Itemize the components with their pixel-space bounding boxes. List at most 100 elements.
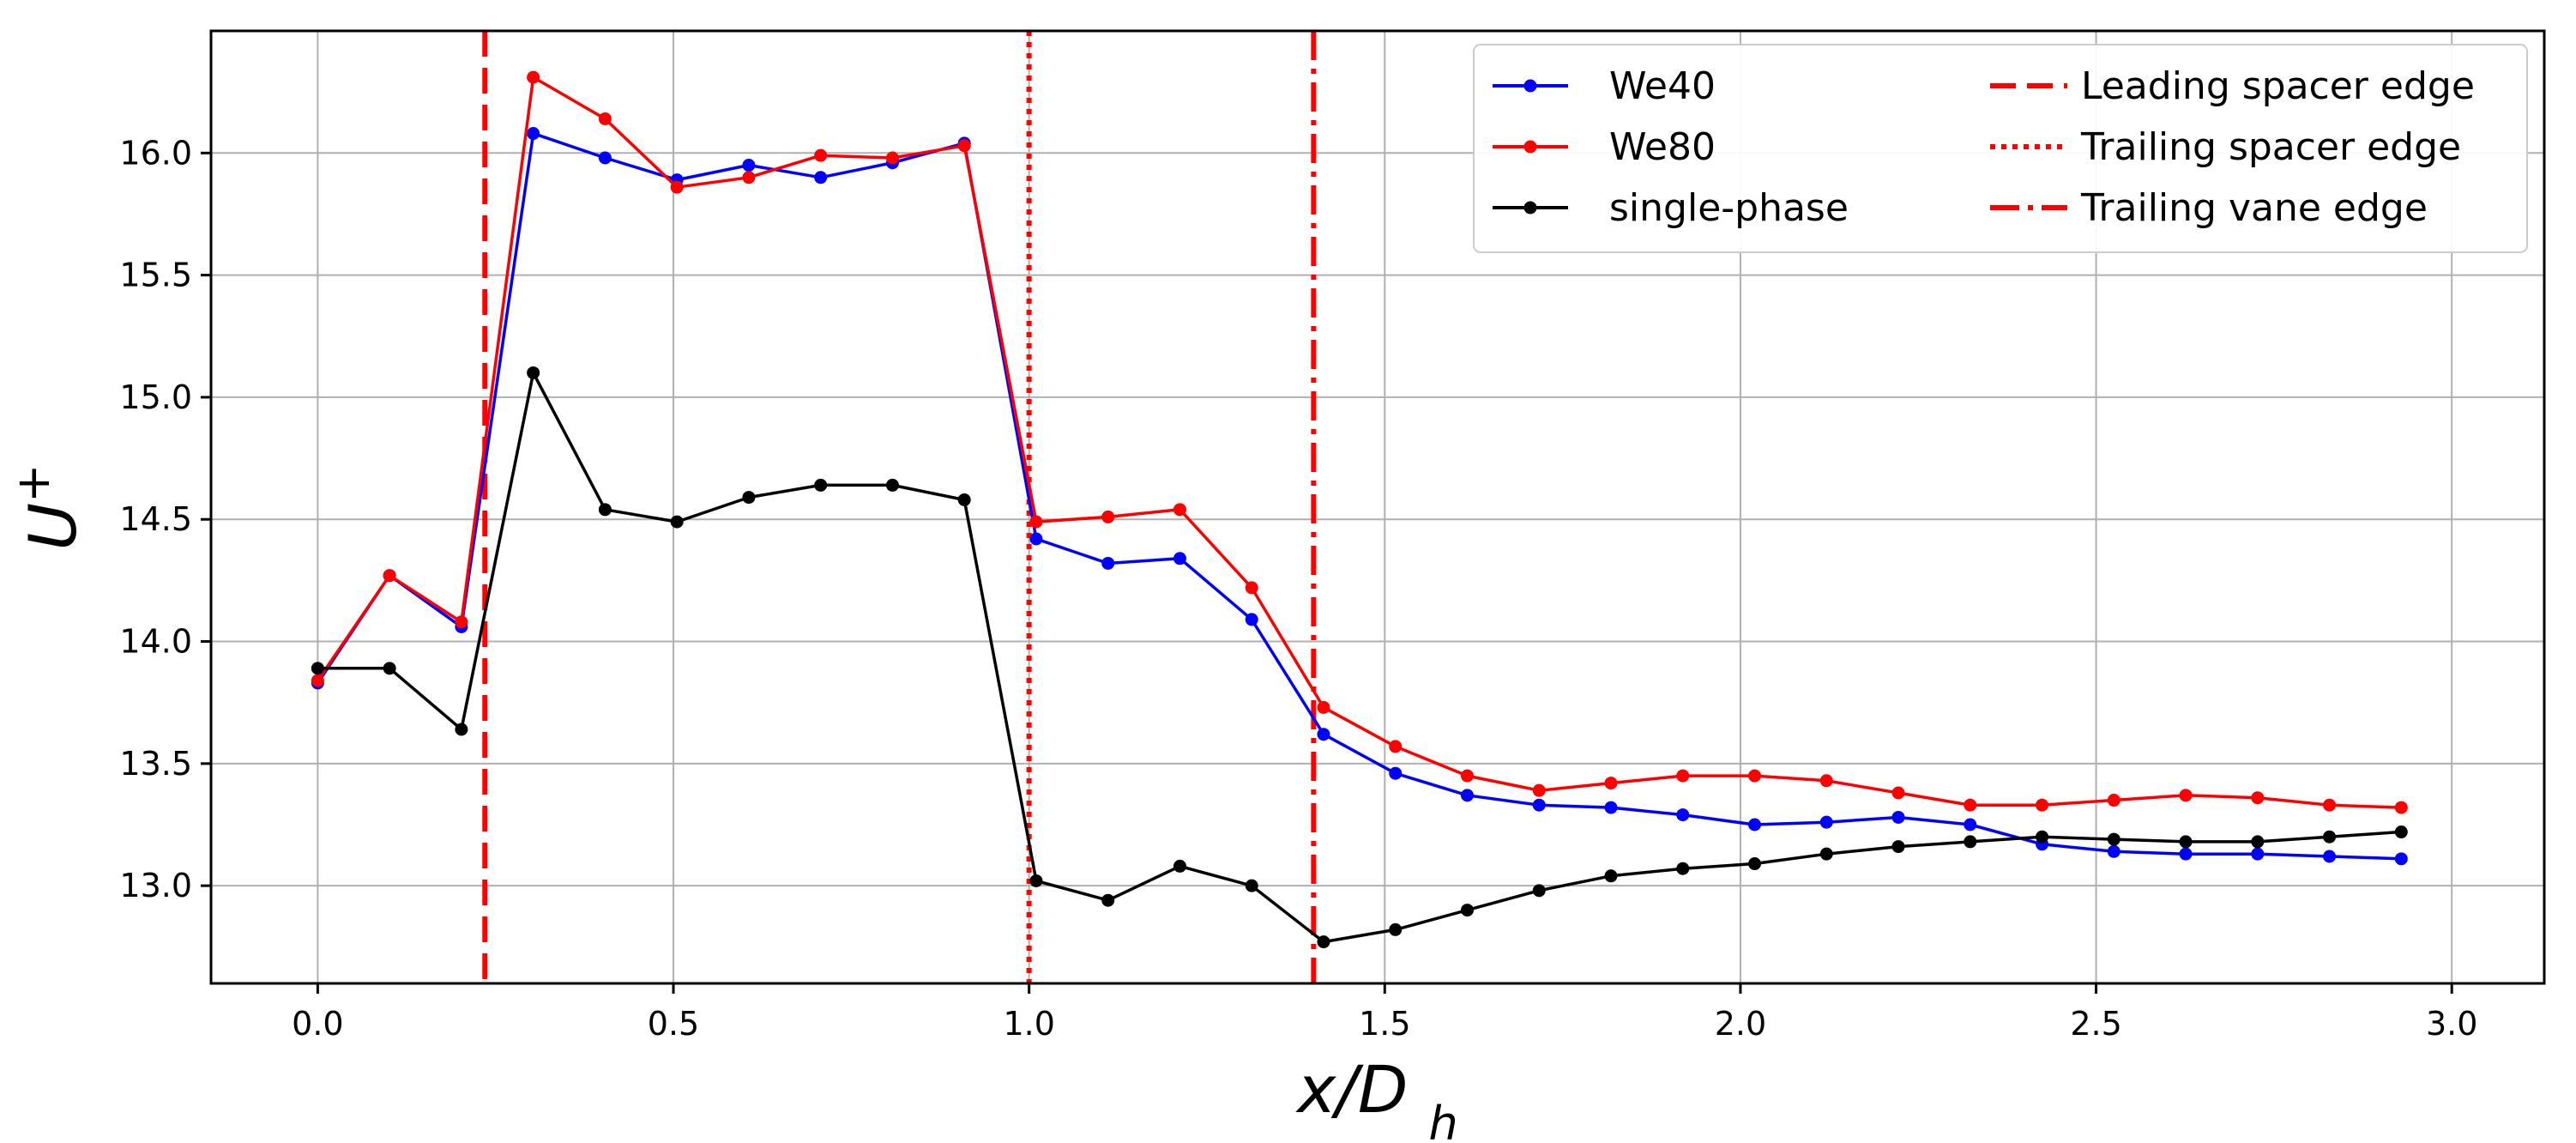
data-point-we80 bbox=[2179, 789, 2193, 802]
data-point-we40 bbox=[1819, 815, 1833, 829]
y-axis-title: U+ bbox=[6, 464, 92, 551]
x-tick-label: 3.0 bbox=[2426, 1005, 2477, 1043]
series-layer bbox=[311, 70, 2408, 949]
data-point-single-phase bbox=[598, 503, 612, 517]
data-point-we40 bbox=[1532, 798, 1546, 812]
data-point-single-phase bbox=[1460, 904, 1474, 917]
legend: We40 We80 single-phase Leading spacer edge T… bbox=[1473, 44, 2528, 253]
legend-entry-trailing-vane-edge: Trailing vane edge bbox=[1990, 186, 2428, 230]
y-tick-label: 13.0 bbox=[119, 867, 192, 904]
data-point-we80 bbox=[2323, 798, 2337, 812]
data-point-single-phase bbox=[957, 493, 971, 506]
data-point-we40 bbox=[1460, 789, 1474, 802]
data-point-we40 bbox=[2107, 844, 2121, 858]
data-point-we40 bbox=[1748, 818, 1762, 832]
data-point-we80 bbox=[670, 180, 684, 194]
data-point-we80 bbox=[598, 112, 612, 125]
y-axis-title-main: U bbox=[15, 503, 91, 551]
data-point-we80 bbox=[742, 171, 756, 184]
data-point-we80 bbox=[1389, 740, 1403, 753]
data-point-we40 bbox=[814, 171, 828, 184]
legend-entry-we40: We40 bbox=[1493, 64, 1716, 108]
data-point-we80 bbox=[311, 674, 324, 687]
series-line-we80 bbox=[316, 76, 2402, 809]
data-point-single-phase bbox=[311, 662, 324, 675]
series-we80 bbox=[311, 70, 2408, 814]
x-tick-label: 2.0 bbox=[1715, 1005, 1766, 1043]
data-point-we40 bbox=[1029, 532, 1043, 546]
y-tick-label: 15.5 bbox=[119, 257, 192, 294]
data-point-we80 bbox=[1676, 769, 1690, 783]
data-point-we80 bbox=[1460, 769, 1474, 783]
data-point-we40 bbox=[2323, 850, 2337, 863]
data-point-we80 bbox=[2394, 801, 2408, 814]
plot-frame bbox=[209, 29, 2546, 985]
legend-entry-single-phase: single-phase bbox=[1493, 186, 1849, 230]
data-point-we80 bbox=[1532, 783, 1546, 797]
legend-label: single-phase bbox=[1609, 186, 1849, 230]
y-tick-label: 15.0 bbox=[119, 378, 192, 416]
series-line-single-phase bbox=[317, 371, 2402, 944]
y-tick-label: 16.0 bbox=[119, 134, 192, 172]
data-point-single-phase bbox=[1891, 840, 1905, 854]
legend-label: Trailing spacer edge bbox=[2080, 125, 2461, 169]
data-point-we40 bbox=[1389, 766, 1403, 780]
data-point-single-phase bbox=[2107, 832, 2121, 846]
y-tick-label: 13.5 bbox=[119, 745, 192, 783]
legend-box bbox=[1473, 44, 2528, 253]
data-point-we80 bbox=[1604, 777, 1618, 790]
data-point-we40 bbox=[1891, 810, 1905, 824]
legend-label: Trailing vane edge bbox=[2080, 186, 2428, 230]
x-tick-label: 0.5 bbox=[648, 1005, 699, 1043]
x-tick-label: 1.5 bbox=[1359, 1005, 1410, 1043]
data-point-single-phase bbox=[383, 662, 396, 675]
data-point-single-phase bbox=[1245, 879, 1258, 892]
axis-ticks: 0.0 0.5 1.0 1.5 2.0 2.5 3.0 13.0 13.5 14.0 14.5 15.… bbox=[119, 134, 2477, 1043]
data-point-single-phase bbox=[742, 491, 756, 505]
data-point-we80 bbox=[1748, 769, 1762, 783]
data-point-we40 bbox=[2251, 847, 2265, 861]
x-axis-title: x/D h bbox=[1295, 1051, 1458, 1140]
data-point-single-phase bbox=[455, 723, 468, 736]
legend-swatch-marker bbox=[1523, 140, 1537, 154]
data-point-we40 bbox=[1317, 728, 1330, 741]
data-point-we80 bbox=[1101, 510, 1115, 523]
vertical-reference-lines bbox=[482, 31, 1317, 983]
legend-label: We80 bbox=[1609, 125, 1716, 169]
data-point-single-phase bbox=[527, 366, 540, 379]
data-point-single-phase bbox=[1532, 884, 1546, 898]
data-point-single-phase bbox=[1389, 922, 1403, 936]
data-point-we40 bbox=[1173, 552, 1186, 565]
data-point-we40 bbox=[2179, 847, 2193, 861]
x-axis-title-subscript: h bbox=[1429, 1097, 1458, 1140]
data-point-we40 bbox=[1676, 808, 1690, 822]
data-point-we80 bbox=[814, 148, 828, 162]
data-point-single-phase bbox=[814, 478, 828, 492]
data-point-we40 bbox=[2394, 852, 2408, 866]
legend-entry-we80: We80 bbox=[1493, 125, 1716, 169]
data-point-we80 bbox=[455, 615, 468, 629]
data-point-we80 bbox=[2036, 798, 2049, 812]
data-point-single-phase bbox=[2179, 835, 2193, 849]
data-point-we80 bbox=[1173, 503, 1186, 517]
data-point-we40 bbox=[1604, 801, 1618, 814]
data-point-we40 bbox=[1964, 818, 1977, 832]
data-point-we80 bbox=[1245, 581, 1258, 595]
data-point-we40 bbox=[598, 151, 612, 165]
x-tick-label: 2.5 bbox=[2070, 1005, 2121, 1043]
y-axis-title-superscript: + bbox=[6, 464, 60, 503]
x-tick-label: 1.0 bbox=[1003, 1005, 1054, 1043]
data-point-we80 bbox=[2107, 794, 2121, 807]
data-point-we80 bbox=[1964, 798, 1977, 812]
data-point-single-phase bbox=[885, 478, 899, 492]
y-tick-label: 14.0 bbox=[119, 623, 192, 661]
x-tick-label: 0.0 bbox=[292, 1005, 343, 1043]
legend-label: We40 bbox=[1609, 64, 1716, 108]
data-point-single-phase bbox=[2394, 826, 2408, 839]
data-point-we80 bbox=[885, 151, 899, 165]
data-point-single-phase bbox=[1317, 935, 1330, 949]
data-point-we80 bbox=[527, 70, 540, 84]
series-single-phase bbox=[311, 366, 2408, 949]
